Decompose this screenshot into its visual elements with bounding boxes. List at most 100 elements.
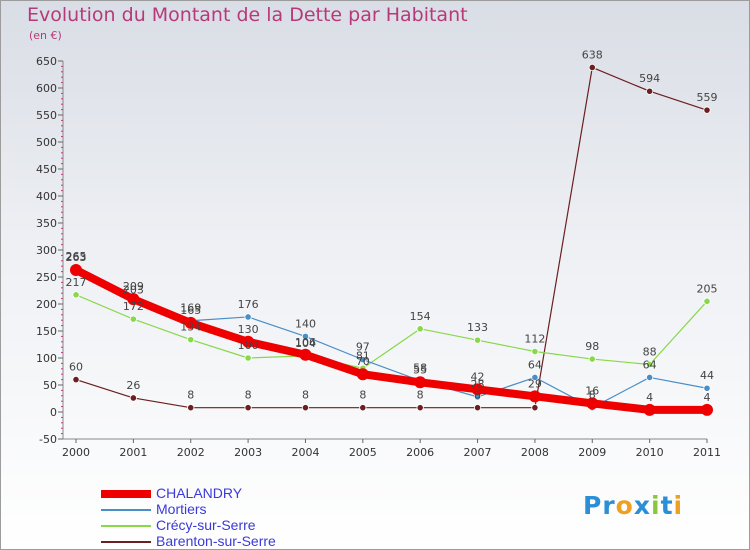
data-point	[646, 373, 654, 382]
data-point	[703, 384, 711, 392]
data-label: 638	[582, 48, 603, 61]
chart-unit: (en €)	[29, 29, 62, 42]
data-label: 26	[126, 379, 140, 392]
data-label: 8	[359, 389, 366, 402]
logo-letter: i	[673, 491, 684, 520]
x-tick-label: 2008	[521, 446, 549, 459]
data-point	[531, 347, 539, 356]
legend-swatch	[101, 509, 151, 511]
y-tick-label: 350	[36, 217, 57, 230]
legend-label: Barenton-sur-Serre	[156, 533, 276, 549]
data-label: 8	[245, 389, 252, 402]
data-label: 42	[471, 370, 485, 383]
legend-label: Crécy-sur-Serre	[156, 517, 256, 533]
logo-letter: P	[583, 491, 603, 520]
data-point	[299, 348, 312, 361]
data-label: 28	[471, 378, 485, 391]
data-point	[356, 368, 369, 381]
data-label: 205	[697, 282, 718, 295]
data-point	[301, 404, 310, 412]
data-point	[242, 335, 255, 348]
data-label: 70	[356, 355, 370, 368]
y-tick-label: 150	[36, 325, 57, 338]
logo-letter: x	[633, 491, 651, 520]
logo-letter: i	[651, 491, 661, 520]
data-label: 154	[410, 310, 431, 323]
data-label: 81	[356, 349, 370, 362]
data-point	[72, 375, 80, 384]
data-label: 55	[413, 363, 427, 376]
proxiti-logo: Proxiti	[583, 491, 683, 520]
data-point	[129, 394, 137, 402]
data-label: 169	[180, 302, 201, 315]
data-label: 8	[589, 389, 596, 402]
y-tick-label: 100	[36, 352, 57, 365]
data-label: 16	[585, 384, 599, 397]
data-label: 64	[643, 358, 657, 371]
x-tick-label: 2004	[291, 446, 319, 459]
data-point	[187, 336, 195, 344]
data-point	[129, 315, 137, 323]
data-label: 58	[413, 362, 427, 375]
data-label: 217	[66, 276, 87, 289]
y-tick-label: -50	[39, 433, 57, 446]
data-label: 29	[528, 377, 542, 390]
data-label: 97	[356, 341, 370, 354]
data-label: 265	[66, 250, 87, 263]
y-tick-label: 600	[36, 82, 57, 95]
data-point	[244, 313, 252, 321]
data-point	[416, 404, 424, 412]
data-label: 106	[295, 336, 316, 349]
data-label: 172	[123, 300, 144, 313]
data-point	[70, 263, 82, 276]
data-point	[187, 404, 195, 412]
x-tick-label: 2003	[234, 446, 262, 459]
data-label: 594	[639, 72, 660, 85]
data-point	[72, 291, 80, 299]
legend-label: Mortiers	[156, 501, 207, 517]
data-point	[359, 404, 367, 412]
data-label: 4	[704, 391, 711, 404]
data-label: 133	[467, 321, 488, 334]
data-point	[531, 373, 539, 382]
data-point	[471, 383, 484, 396]
data-label: 559	[697, 91, 718, 104]
data-label: 176	[238, 298, 259, 311]
data-point	[528, 390, 541, 403]
data-point	[473, 404, 482, 412]
data-label: 8	[474, 389, 481, 402]
data-point	[473, 336, 482, 344]
x-tick-label: 2010	[636, 446, 664, 459]
x-tick-label: 2001	[119, 446, 147, 459]
legend-label: CHALANDRY	[156, 485, 243, 501]
logo-letter: r	[602, 491, 616, 520]
series-line	[75, 66, 708, 409]
data-label: 165	[180, 304, 201, 317]
data-point	[127, 293, 140, 306]
series-line	[75, 294, 708, 369]
data-label: 112	[524, 333, 545, 346]
data-point	[301, 332, 310, 340]
x-tick-label: 2005	[349, 446, 377, 459]
data-point	[703, 106, 711, 114]
x-tick-label: 2006	[406, 446, 434, 459]
data-label: 140	[295, 317, 316, 330]
x-tick-label: 2002	[177, 446, 205, 459]
logo-letter: t	[660, 491, 674, 520]
y-tick-label: 650	[36, 55, 57, 68]
data-label: 98	[585, 340, 599, 353]
legend-swatch	[101, 541, 151, 543]
y-tick-label: 450	[36, 163, 57, 176]
x-tick-label: 2011	[693, 446, 721, 459]
y-tick-label: 400	[36, 190, 57, 203]
y-tick-label: 0	[50, 406, 57, 419]
data-point	[646, 360, 654, 369]
data-point	[184, 316, 197, 329]
legend-swatch	[101, 525, 151, 527]
chart-title: Evolution du Montant de la Dette par Hab…	[27, 4, 468, 26]
data-label: 4	[646, 391, 653, 404]
data-label: 104	[295, 337, 316, 350]
data-point	[414, 376, 427, 389]
data-label: 100	[238, 339, 259, 352]
